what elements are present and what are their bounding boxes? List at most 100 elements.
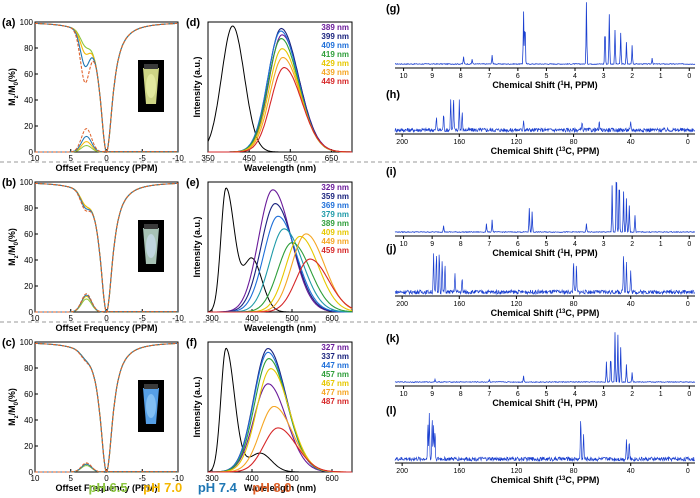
spectrum-trace — [394, 181, 695, 234]
absorption-curve — [207, 25, 352, 153]
x-tick-label: 500 — [285, 474, 299, 483]
y-axis-title: Intensity (a.u.) — [192, 56, 202, 117]
x-axis-title-part: 1 — [560, 249, 564, 255]
y-tick-label: 100 — [20, 18, 34, 27]
y-axis-title-part: (%) — [7, 228, 17, 242]
x-axis-title: Offset Frequency (PPM) — [55, 483, 157, 493]
x-tick-label: 7 — [487, 241, 491, 248]
x-tick-label: 350 — [201, 154, 215, 163]
x-tick-label: 5 — [69, 474, 74, 483]
spectrum-trace — [394, 412, 695, 463]
x-tick-label: 120 — [511, 468, 523, 475]
y-tick-label: 80 — [24, 364, 33, 373]
vial-glow — [146, 394, 156, 418]
panel-label: (k) — [386, 333, 400, 345]
z-spectrum-3 — [35, 22, 178, 154]
legend-entry-3: 419 nm — [321, 50, 349, 59]
nmr-panel-5: (l) 200 160 120 80 40 0 Chemical Shift (13C, PP… — [386, 405, 695, 485]
z-spectrum-3 — [35, 342, 178, 474]
emission-curve-7 — [208, 258, 353, 313]
legend-entry-5: 477 nm — [321, 388, 349, 397]
legend-entry-1: 399 nm — [321, 32, 349, 41]
x-tick-label: 10 — [400, 241, 408, 248]
x-tick-label: 5 — [544, 73, 548, 80]
x-tick-label: 5 — [544, 241, 548, 248]
spectrum-trace — [395, 2, 696, 66]
y-axis-title-part: (%) — [7, 388, 17, 402]
x-tick-label: 8 — [459, 241, 463, 248]
x-tick-label: 40 — [627, 301, 635, 308]
absorption-curve — [207, 187, 352, 313]
x-tick-label: 0 — [104, 474, 109, 483]
panel-label: (i) — [386, 166, 397, 178]
y-tick-label: 40 — [24, 96, 33, 105]
x-axis-title-part: H, PPM) — [564, 398, 598, 408]
x-tick-label: 80 — [570, 301, 578, 308]
vial-glow — [146, 234, 156, 258]
x-tick-label: 80 — [570, 468, 578, 475]
panel-label: (d) — [186, 17, 200, 29]
vial-cap — [144, 384, 158, 389]
y-tick-label: 20 — [24, 442, 33, 451]
x-axis-title-part: 13 — [559, 309, 566, 315]
x-tick-label: -10 — [172, 474, 184, 483]
legend-entry-5: 409 nm — [321, 228, 349, 237]
vial-glow — [146, 74, 156, 98]
y-axis-title-part: /M — [7, 405, 17, 415]
x-tick-label: 10 — [31, 314, 40, 323]
legend-entry-6: 449 nm — [321, 237, 349, 246]
mtr-asym-3 — [35, 128, 178, 153]
legend-ph-8-0: pH 8.0 — [252, 480, 292, 495]
x-tick-label: 200 — [396, 139, 408, 146]
x-tick-label: 200 — [396, 468, 408, 475]
x-tick-label: 0 — [686, 139, 690, 146]
y-tick-label: 40 — [24, 416, 33, 425]
x-axis-title-part: Chemical Shift ( — [492, 248, 560, 258]
x-axis-title: Wavelength (nm) — [244, 163, 316, 173]
legend-entry-6: 449 nm — [321, 77, 349, 86]
x-tick-label: 9 — [430, 73, 434, 80]
y-axis-title: Mz/M0(%) — [7, 68, 20, 106]
panel-label: (a) — [2, 17, 16, 29]
x-tick-label: 0 — [687, 241, 691, 248]
y-tick-label: 80 — [24, 44, 33, 53]
vial-cap — [144, 64, 158, 69]
x-tick-label: -10 — [172, 314, 184, 323]
panel-label: (j) — [386, 243, 397, 255]
x-tick-label: 3 — [602, 241, 606, 248]
x-tick-label: 40 — [627, 139, 635, 146]
x-axis-title: Wavelength (nm) — [244, 483, 316, 493]
x-tick-label: 120 — [511, 139, 523, 146]
y-tick-label: 0 — [29, 468, 34, 477]
x-tick-label: 500 — [285, 314, 299, 323]
panel-label: (c) — [2, 337, 16, 349]
y-tick-label: 60 — [24, 230, 33, 239]
emission-curve-6 — [208, 67, 353, 153]
y-tick-label: 60 — [24, 390, 33, 399]
x-axis-title-part: C, PPM) — [565, 475, 599, 485]
x-tick-label: 5 — [544, 391, 548, 398]
legend-ph-6-5: pH 6.5 — [88, 480, 128, 495]
y-axis-title: Intensity (a.u.) — [192, 216, 202, 277]
cest-panel-0: (a) 0 20 40 60 80 100 10 5 0 -5 -10 Offset Frequency… — [2, 17, 184, 173]
legend-entry-0: 389 nm — [321, 23, 349, 32]
mtr-asym-3 — [35, 293, 178, 313]
x-axis-title-part: 13 — [559, 476, 566, 482]
y-axis-title: Intensity (a.u.) — [192, 376, 202, 437]
legend-entry-4: 467 nm — [321, 379, 349, 388]
fluorescence-panel-2: (f) 300 400 500 600 Wavelength (nm) Intensity … — [186, 337, 353, 493]
x-axis-title: Wavelength (nm) — [244, 323, 316, 333]
legend-entry-4: 389 nm — [321, 219, 349, 228]
x-tick-label: 2 — [630, 73, 634, 80]
x-tick-label: 6 — [516, 73, 520, 80]
y-axis-title: Mz/M0(%) — [7, 228, 20, 266]
ph-legend: pH 6.5 pH 7.0 pH 7.4 pH 8.0 — [0, 480, 380, 495]
x-axis-title: Chemical Shift (13C, PPM) — [491, 308, 600, 318]
x-tick-label: 5 — [69, 314, 74, 323]
x-axis-title-part: 13 — [559, 147, 566, 153]
y-tick-label: 0 — [29, 308, 34, 317]
y-axis-title-part: /M — [7, 245, 17, 255]
x-tick-label: 7 — [487, 391, 491, 398]
